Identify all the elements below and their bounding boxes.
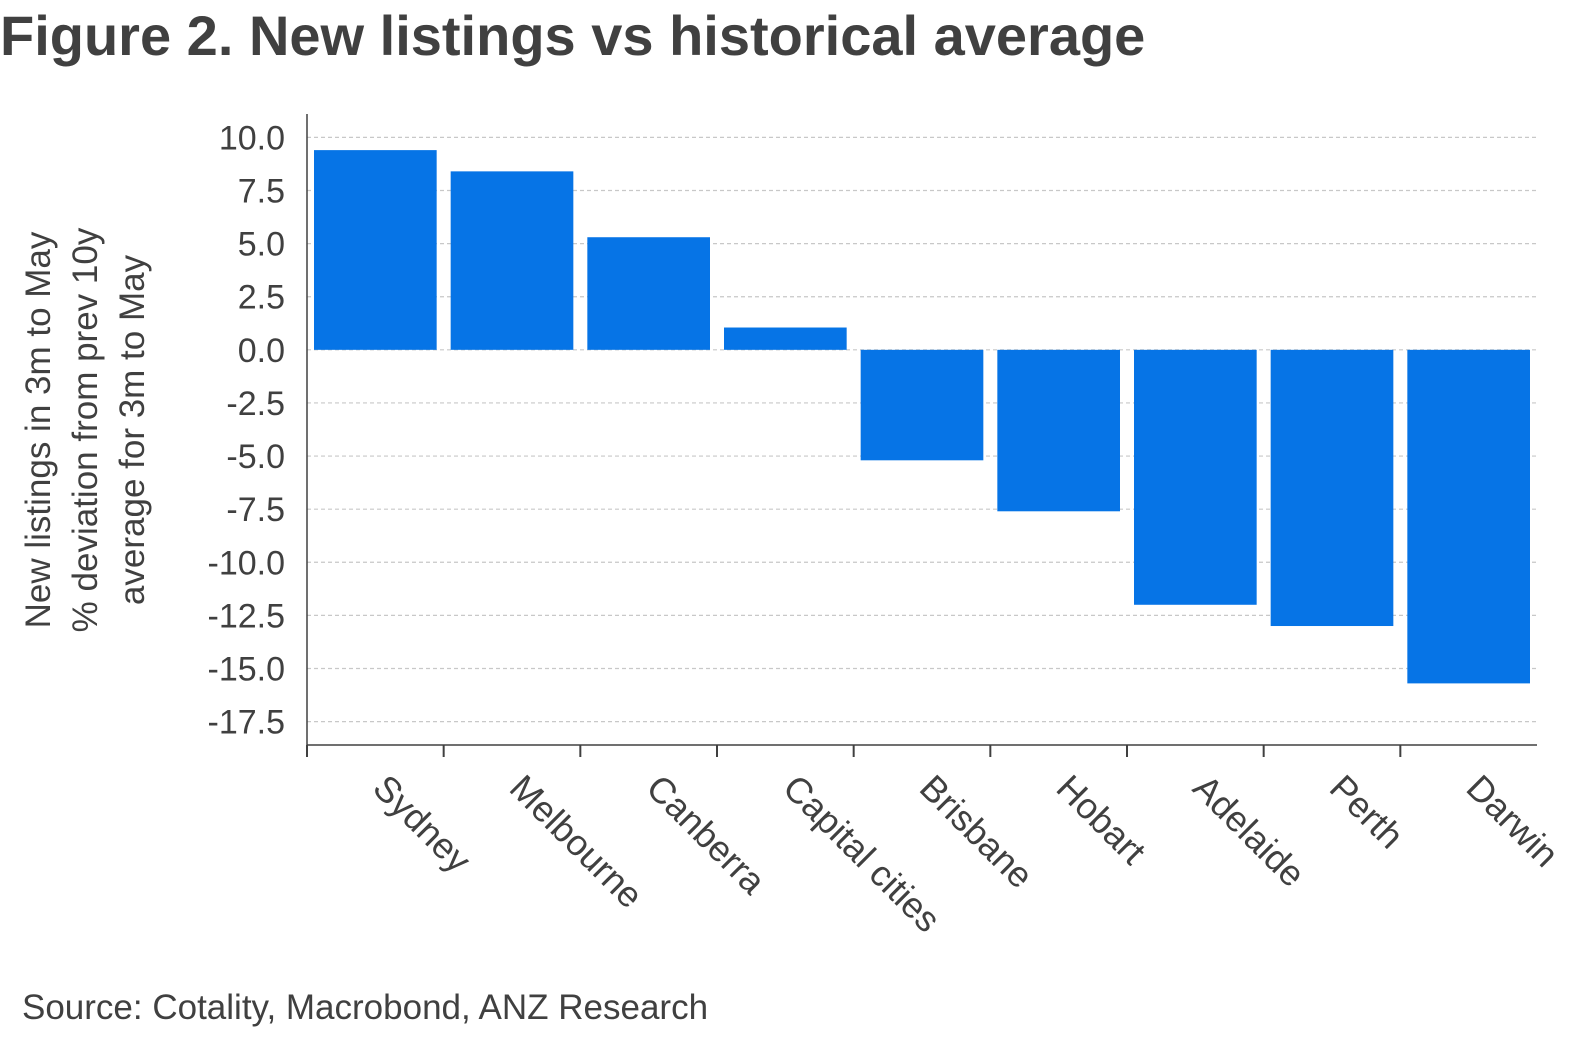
y-axis-label-line: average for 3m to May: [113, 254, 152, 605]
bar-sydney: [314, 150, 437, 350]
y-tick-label: -2.5: [226, 385, 285, 423]
source-note: Source: Cotality, Macrobond, ANZ Researc…: [22, 988, 709, 1027]
bar-perth: [1270, 349, 1394, 627]
y-tick-label: 2.5: [238, 279, 285, 317]
category-label: Melbourne: [502, 767, 651, 916]
bar-hobart: [997, 349, 1120, 512]
figure-title: Figure 2. New listings vs historical ave…: [0, 4, 1146, 67]
category-label: Canberra: [639, 767, 775, 903]
y-axis-label-line: New listings in 3m to May: [19, 231, 58, 628]
bar-darwin: [1407, 349, 1530, 684]
category-label: Perth: [1322, 767, 1412, 857]
category-label: Sydney: [365, 767, 479, 881]
bar-capital-cities: [724, 327, 847, 350]
y-tick-label: 7.5: [238, 172, 285, 210]
y-tick-label: -5.0: [226, 438, 285, 476]
y-axis-label-line: % deviation from prev 10y: [66, 227, 105, 632]
bar-brisbane: [860, 349, 984, 461]
bars: [314, 150, 1530, 684]
category-label: Darwin: [1459, 767, 1567, 875]
bar-melbourne: [450, 171, 574, 350]
category-label: Hobart: [1049, 767, 1154, 872]
axes: [306, 114, 1537, 757]
bar-chart: 10.0 7.5 5.0 2.5 0.0 -2.5 -5.0 -7.5 -10.0 -12.5 -1…: [19, 114, 1567, 940]
bar-canberra: [587, 237, 710, 350]
category-label: Brisbane: [912, 767, 1041, 896]
y-tick-label: -17.5: [208, 704, 286, 742]
y-tick-label: -15.0: [208, 651, 286, 689]
y-tick-label: 0.0: [238, 332, 285, 370]
y-tick-label: 5.0: [238, 226, 285, 264]
bar-adelaide: [1134, 349, 1257, 605]
y-axis-label: New listings in 3m to May% deviation fro…: [19, 227, 152, 632]
y-tick-label: -10.0: [208, 544, 286, 582]
category-label: Adelaide: [1185, 767, 1313, 895]
y-tick-labels: 10.0 7.5 5.0 2.5 0.0 -2.5 -5.0 -7.5 -10.0 -12.5 -1…: [208, 119, 286, 741]
y-tick-label: -7.5: [226, 491, 285, 529]
y-tick-label: 10.0: [219, 119, 285, 157]
y-tick-label: -12.5: [208, 597, 286, 635]
